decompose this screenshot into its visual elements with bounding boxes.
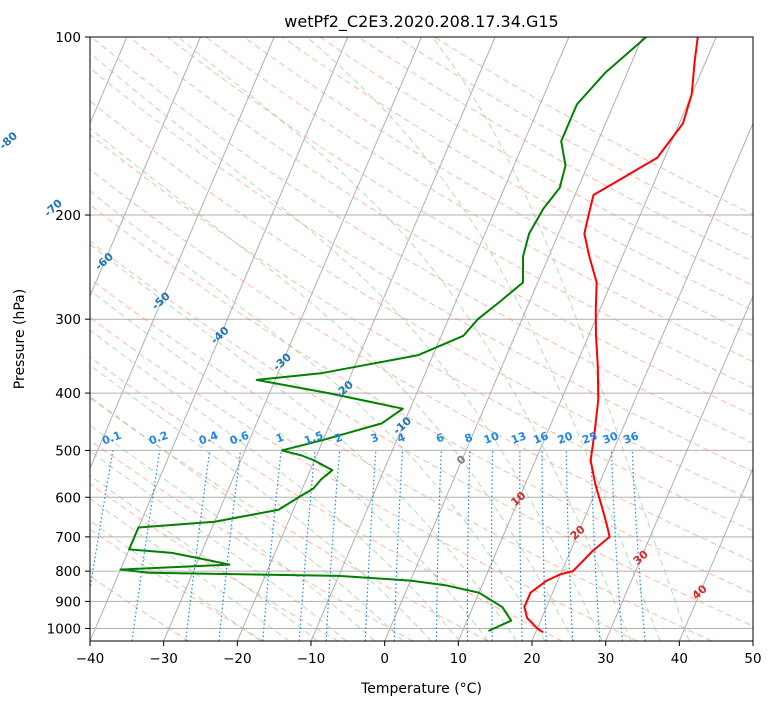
dry-adiabat-line (90, 134, 753, 532)
dry-adiabat-line (90, 397, 488, 641)
mixing-ratio-line (131, 450, 161, 641)
moist-adiabat-line (90, 424, 376, 641)
mixing-ratio-label: 0.4 (197, 429, 220, 448)
y-tick-label: 1000 (47, 621, 81, 637)
x-tick-label: 50 (744, 651, 761, 667)
y-tick-label: 600 (55, 490, 81, 506)
moist-adiabat-line (90, 519, 261, 641)
moist-adiabat-line (306, 37, 661, 641)
moist-adiabat-line (90, 52, 603, 641)
dry-adiabat-line (243, 37, 753, 337)
temperature-profile-line (523, 37, 699, 634)
isotherm-label: -80 (0, 129, 20, 152)
chart-title: wetPf2_C2E3.2020.208.17.34.G15 (284, 12, 558, 32)
plot-frame (89, 36, 754, 642)
moist-adiabat-line (90, 364, 432, 641)
y-axis-label: Pressure (hPa) (12, 289, 28, 389)
dewpoint-profile-line (119, 37, 647, 632)
mixing-ratio-label: 0.6 (228, 429, 251, 448)
isotherm-line (678, 467, 753, 641)
isotherm-line (90, 37, 201, 298)
mixing-ratio-label: 2 (333, 431, 345, 446)
mixing-ratio-label: 4 (395, 431, 407, 446)
isotherm-line (310, 37, 570, 641)
x-axis-label: Temperature (°C) (360, 681, 482, 697)
mixing-ratio-line (185, 450, 211, 641)
x-tick-label: −40 (76, 651, 105, 667)
x-tick-label: −20 (223, 651, 252, 667)
dry-adiabat-line (281, 37, 753, 312)
dry-adiabat-line (90, 356, 563, 641)
dry-adiabat-line (90, 100, 753, 502)
y-tick-label: 100 (55, 30, 81, 46)
dry-adiabat-line (90, 483, 339, 641)
mixing-ratio-label: 25 (580, 429, 599, 446)
y-tick-label: 400 (55, 386, 81, 402)
mixing-ratio-label: 10 (482, 429, 501, 447)
background-lines (90, 37, 753, 641)
moist-adiabat-line (90, 243, 517, 641)
x-tick-label: 20 (523, 651, 540, 667)
mixing-ratio-label: 6 (434, 431, 446, 446)
moist-adiabat-line (90, 497, 290, 641)
mixing-ratio-label: 0.2 (147, 429, 170, 448)
y-tick-label: 300 (55, 312, 81, 328)
data-series (119, 37, 699, 634)
moist-adiabat-line (90, 395, 404, 641)
dry-adiabat-line (90, 278, 712, 641)
y-tick-label: 900 (55, 594, 81, 610)
dry-adiabat-line (90, 528, 264, 641)
x-tick-label: −30 (149, 651, 178, 667)
dry-adiabat-line (90, 37, 753, 444)
isotherm-line (605, 294, 753, 641)
axes: −40 −30 −20 −10 0 10 20 30 40 5010020030040050060… (47, 30, 762, 667)
isotherm-line (163, 37, 422, 641)
isotherm-line (384, 37, 643, 641)
mixing-ratio-line (218, 450, 242, 641)
dry-adiabat-line (129, 37, 753, 416)
moist-adiabat-line (90, 289, 489, 641)
y-tick-label: 700 (55, 530, 81, 546)
moist-adiabat-line (177, 37, 632, 641)
mixing-ratio-line (90, 450, 114, 593)
y-tick-label: 800 (55, 564, 81, 580)
mixing-ratio-label: 3 (369, 431, 381, 446)
isotherm-line (236, 37, 496, 641)
moist-adiabat-line (90, 127, 575, 641)
mixing-ratio-label: 8 (463, 431, 475, 446)
plot-background (90, 37, 753, 641)
moist-adiabat-line (431, 37, 690, 641)
mixing-ratio-label: 0.1 (100, 429, 123, 448)
moist-adiabat-line (90, 474, 319, 641)
x-tick-label: 40 (671, 651, 688, 667)
isotherm-line (90, 37, 275, 470)
mixing-ratio-label: 16 (531, 429, 550, 447)
mixing-ratio-label: 1.5 (302, 429, 325, 448)
x-tick-label: −10 (297, 651, 326, 667)
mixing-ratio-label: 1 (274, 431, 286, 446)
isotherm-line (531, 122, 753, 641)
isotherm-line (752, 639, 753, 641)
y-tick-label: 200 (55, 208, 81, 224)
y-tick-label: 500 (55, 443, 81, 459)
x-tick-label: 30 (597, 651, 614, 667)
mixing-ratio-label: 30 (601, 429, 620, 447)
x-tick-label: 10 (450, 651, 467, 667)
mixing-ratio-label: 36 (622, 429, 641, 447)
moist-adiabat-line (90, 329, 461, 641)
mixing-ratio-label: 20 (556, 429, 575, 447)
x-tick-label: 0 (380, 651, 389, 667)
dry-adiabat-line (90, 204, 753, 594)
mixing-ratio-label: 13 (509, 429, 528, 446)
dry-adiabat-line (90, 240, 753, 627)
